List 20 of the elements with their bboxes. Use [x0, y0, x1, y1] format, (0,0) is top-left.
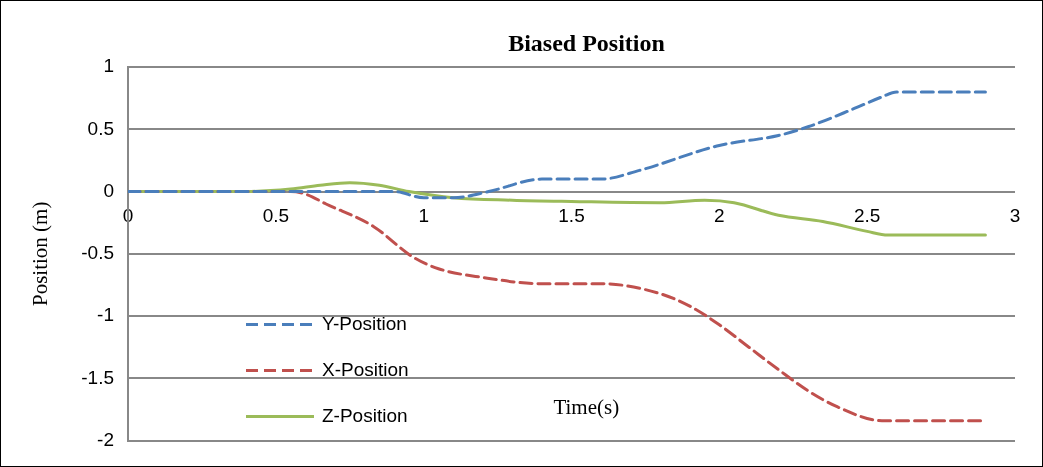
chart-title: Biased Position — [508, 30, 665, 57]
y-tick-label: 0 — [103, 179, 114, 201]
legend-label: X-Position — [322, 358, 409, 380]
y-tick-label: -0.5 — [81, 242, 114, 264]
x-tick-label: 1.5 — [558, 205, 585, 227]
x-tick-label: 2 — [714, 205, 725, 227]
x-tick-label: 1 — [418, 205, 429, 227]
y-tick-label: -1 — [97, 304, 114, 326]
y-tick-label: 1 — [103, 55, 114, 77]
x-tick-label: 2.5 — [853, 205, 881, 227]
legend-label: Z-Position — [322, 404, 408, 426]
y-tick-label: -1.5 — [81, 366, 114, 388]
x-tick-label: 3 — [1009, 205, 1021, 227]
line-series — [128, 90, 987, 200]
y-axis-title: Position (m) — [27, 201, 52, 307]
x-axis-title: Time(s) — [553, 395, 620, 420]
y-tick-label: -2 — [97, 428, 114, 450]
x-tick-label: 0.5 — [262, 205, 290, 227]
legend-label: Y-Position — [322, 312, 407, 334]
y-tick-label: 0.5 — [87, 117, 114, 139]
